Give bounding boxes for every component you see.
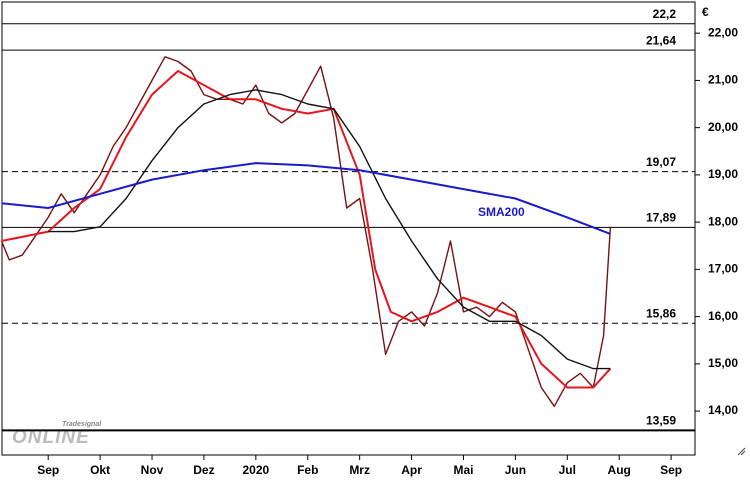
y-tick-label: 15,00 bbox=[708, 356, 738, 370]
x-tick-label: Jul bbox=[559, 463, 576, 477]
price-line bbox=[48, 89, 611, 370]
level-label: 13,59 bbox=[646, 414, 676, 428]
y-tick-label: 22,00 bbox=[708, 25, 738, 39]
logo: Tradesignal ONLINE bbox=[12, 421, 102, 448]
x-tick-label: Nov bbox=[141, 463, 164, 477]
price-line bbox=[0, 56, 612, 407]
x-tick-label: Aug bbox=[608, 463, 631, 477]
level-label: 15,86 bbox=[646, 306, 676, 320]
x-tick-label: Mai bbox=[453, 463, 473, 477]
x-tick-label: Mrz bbox=[349, 463, 370, 477]
x-tick-label: Apr bbox=[401, 463, 422, 477]
level-label: 22,2 bbox=[653, 7, 677, 21]
price-line bbox=[1, 70, 612, 389]
y-tick-label: 21,00 bbox=[708, 73, 738, 87]
x-tick-label: Sep bbox=[37, 463, 59, 477]
x-tick-label: Sep bbox=[660, 463, 682, 477]
level-label: 19,07 bbox=[646, 155, 676, 169]
y-tick-label: 14,00 bbox=[708, 403, 738, 417]
y-tick-label: 19,00 bbox=[708, 167, 738, 181]
y-tick-label: 17,00 bbox=[708, 262, 738, 276]
y-tick-label: 16,00 bbox=[708, 309, 738, 323]
currency-label: € bbox=[702, 5, 709, 19]
level-label: 21,64 bbox=[646, 33, 676, 47]
level-label: 17,89 bbox=[646, 210, 676, 224]
logo-bottom: ONLINE bbox=[12, 427, 90, 448]
x-tick-label: Feb bbox=[297, 463, 318, 477]
x-tick-label: Jun bbox=[505, 463, 526, 477]
series-label: SMA200 bbox=[478, 205, 525, 219]
logo-top: Tradesignal bbox=[62, 421, 102, 428]
price-line bbox=[1, 162, 611, 235]
y-tick-label: 18,00 bbox=[708, 214, 738, 228]
x-tick-label: 2020 bbox=[242, 463, 269, 477]
x-tick-label: Dez bbox=[193, 463, 214, 477]
resize-icon bbox=[737, 447, 746, 456]
x-tick-label: Okt bbox=[90, 463, 110, 477]
y-tick-label: 20,00 bbox=[708, 120, 738, 134]
